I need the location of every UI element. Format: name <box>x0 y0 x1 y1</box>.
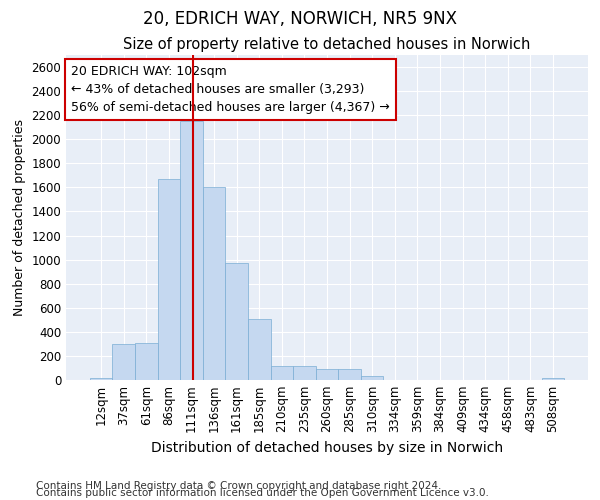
Bar <box>293 366 316 380</box>
Bar <box>361 376 383 380</box>
Text: Contains HM Land Registry data © Crown copyright and database right 2024.: Contains HM Land Registry data © Crown c… <box>36 481 442 491</box>
Text: 20, EDRICH WAY, NORWICH, NR5 9NX: 20, EDRICH WAY, NORWICH, NR5 9NX <box>143 10 457 28</box>
Bar <box>90 378 112 380</box>
Text: 20 EDRICH WAY: 102sqm
← 43% of detached houses are smaller (3,293)
56% of semi-d: 20 EDRICH WAY: 102sqm ← 43% of detached … <box>71 64 390 114</box>
Y-axis label: Number of detached properties: Number of detached properties <box>13 119 26 316</box>
Bar <box>135 344 158 380</box>
Bar <box>112 344 135 380</box>
Bar <box>542 378 564 380</box>
Title: Size of property relative to detached houses in Norwich: Size of property relative to detached ho… <box>124 38 530 52</box>
Bar <box>203 188 226 380</box>
X-axis label: Distribution of detached houses by size in Norwich: Distribution of detached houses by size … <box>151 441 503 455</box>
Bar <box>271 366 293 380</box>
Bar <box>158 179 180 380</box>
Bar <box>316 368 338 380</box>
Bar <box>226 263 248 380</box>
Text: Contains public sector information licensed under the Open Government Licence v3: Contains public sector information licen… <box>36 488 489 498</box>
Bar <box>248 318 271 380</box>
Bar <box>338 369 361 380</box>
Bar <box>180 121 203 380</box>
